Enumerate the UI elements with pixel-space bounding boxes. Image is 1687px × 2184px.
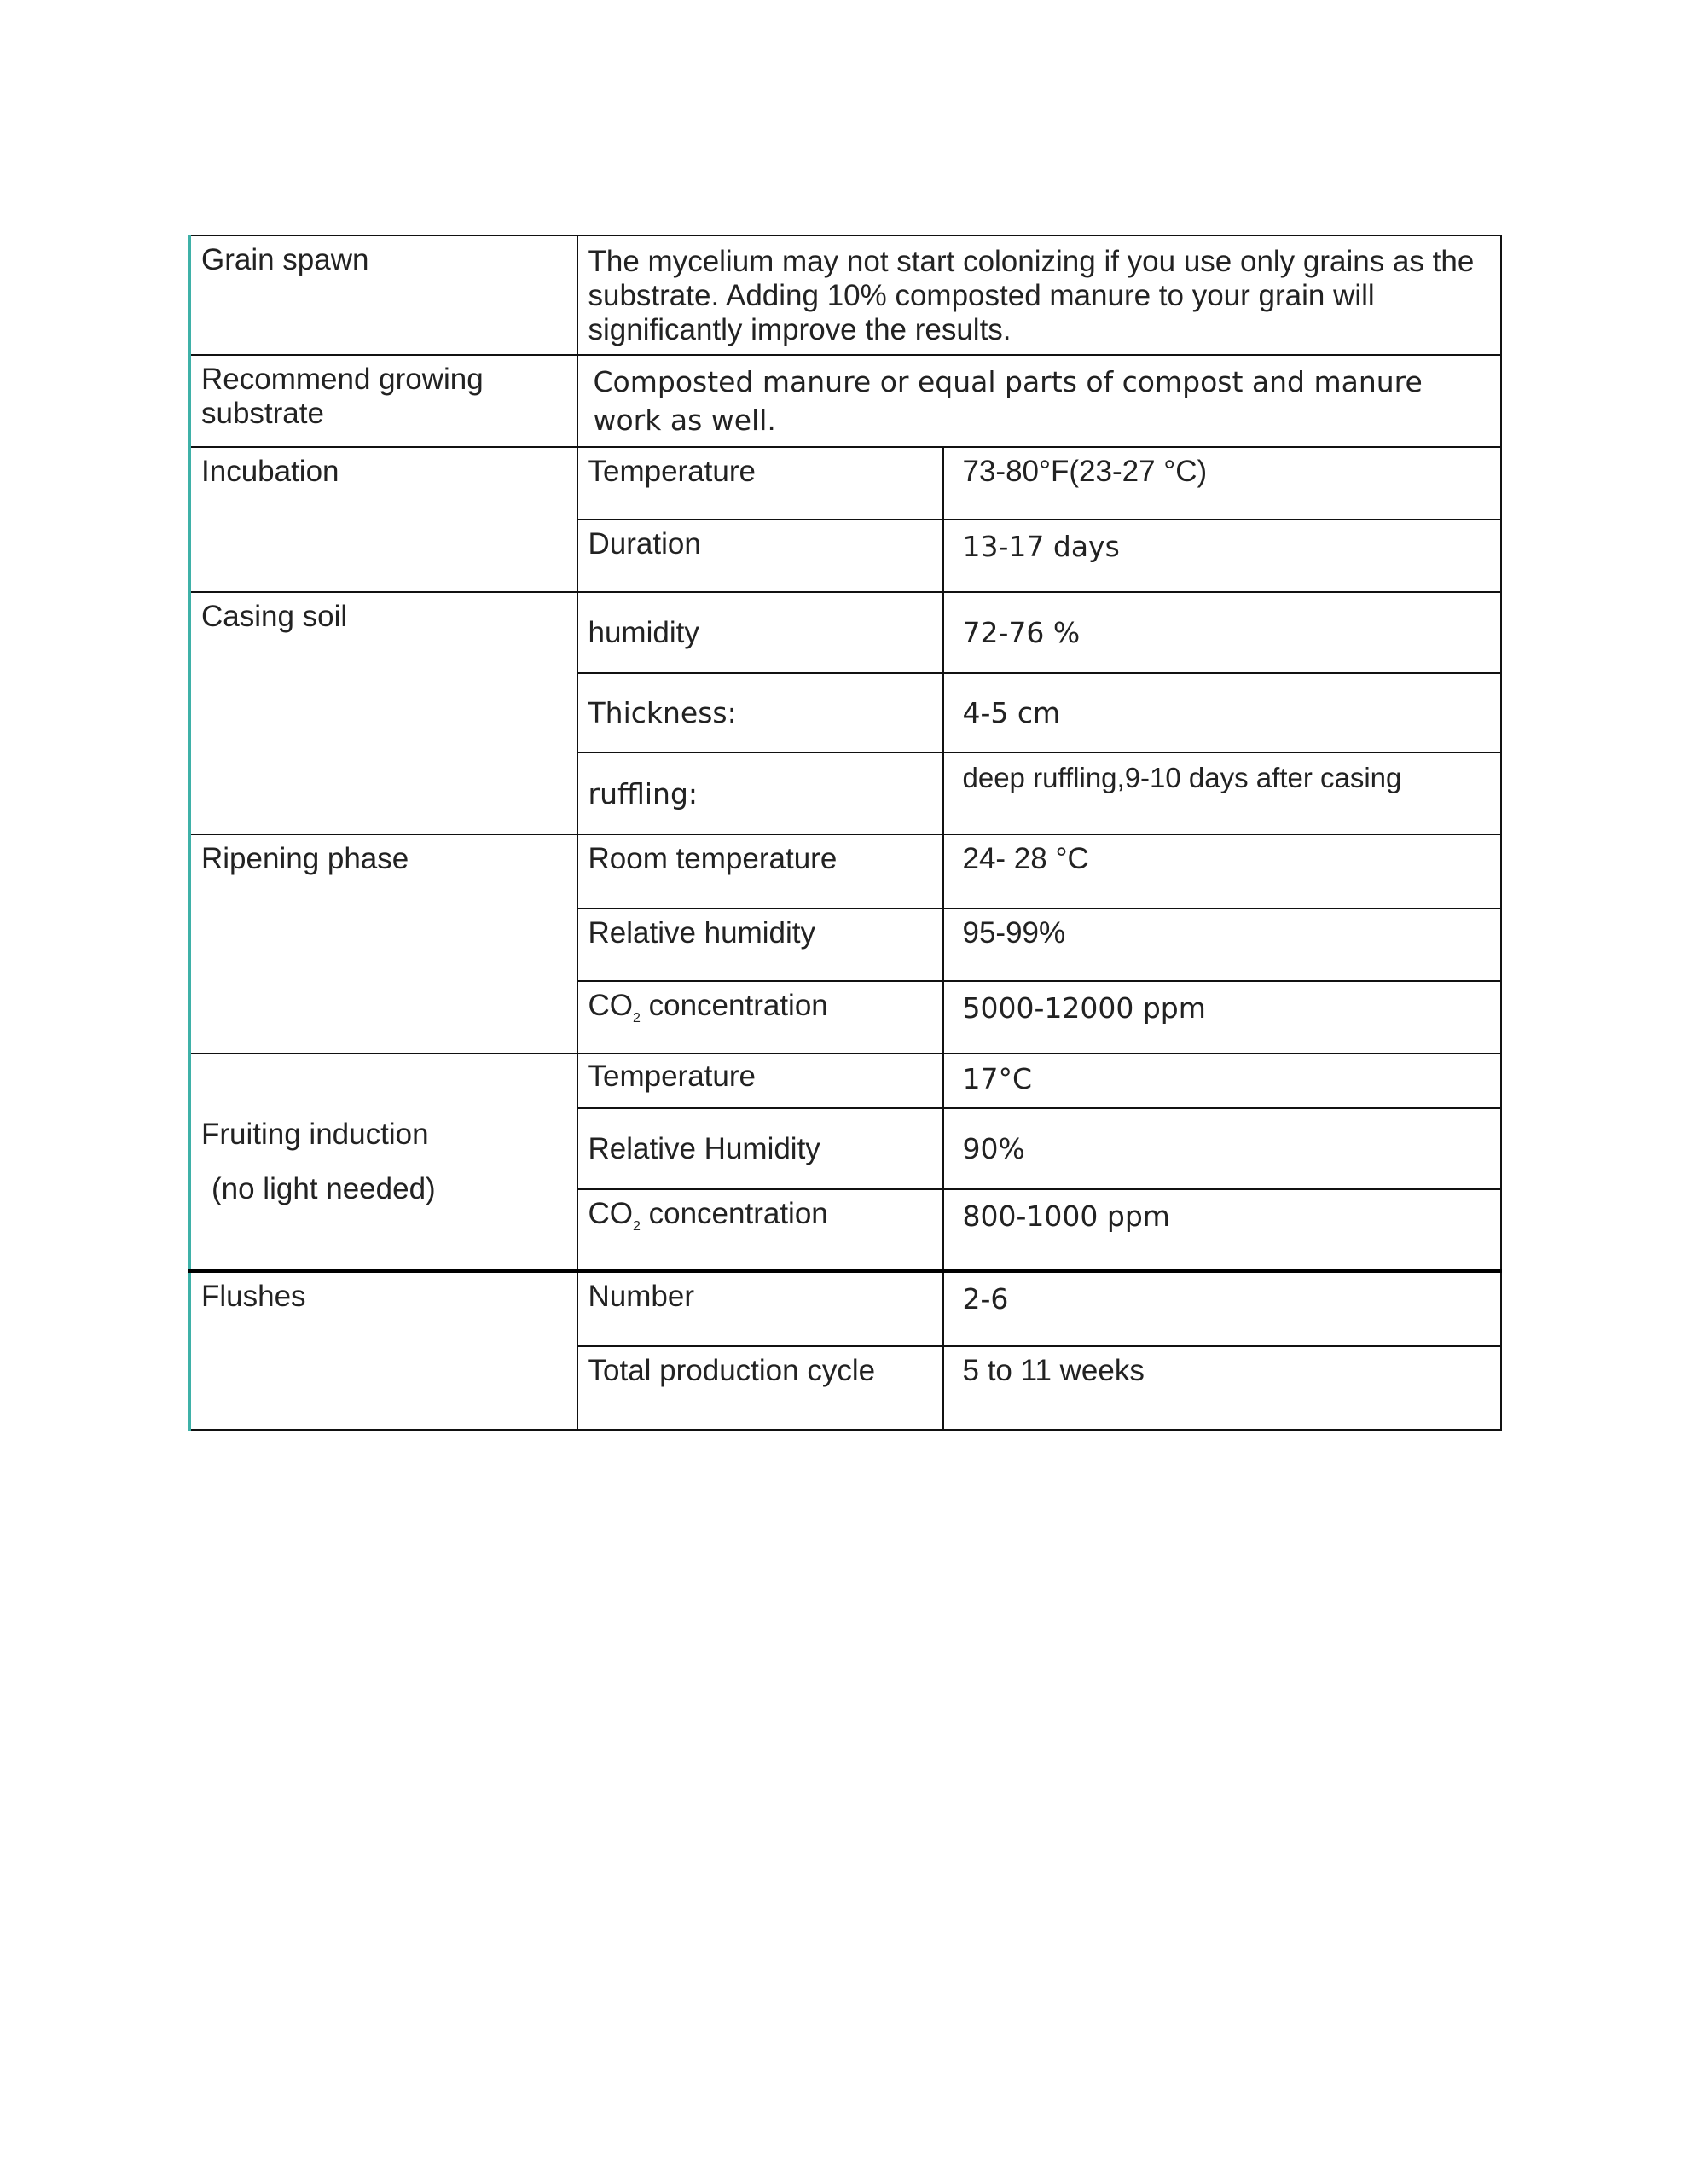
param-name: Number bbox=[576, 1270, 944, 1347]
param-name: Temperature bbox=[576, 446, 944, 520]
row-label: Flushes bbox=[188, 1270, 578, 1431]
param-value: 95-99% bbox=[942, 908, 1502, 982]
param-name: Duration bbox=[576, 519, 944, 593]
table-row: Casing soil humidity 72-76 % bbox=[188, 591, 1502, 835]
param-name: Thickness: bbox=[576, 672, 944, 753]
row-label: Casing soil bbox=[188, 591, 578, 835]
param-name: Total production cycle bbox=[576, 1345, 944, 1431]
row-label: Incubation bbox=[188, 446, 578, 593]
table-row: Fruiting induction (no light needed) Tem… bbox=[188, 1053, 1502, 1272]
table-row: Relative Humidity 90% bbox=[190, 1107, 1502, 1190]
table-row: Ripening phase Room temperature 24- 28 °… bbox=[188, 834, 1502, 1054]
param-name: ruffling: bbox=[576, 752, 944, 835]
param-value: 5000-12000 ppm bbox=[942, 980, 1502, 1054]
param-value: 17°C bbox=[942, 1053, 1502, 1109]
param-name: CO2 concentration bbox=[576, 980, 944, 1054]
table-row: Relative humidity 95-99% bbox=[190, 908, 1502, 982]
param-name: Temperature bbox=[576, 1053, 944, 1109]
table-row: CO2 concentration 800-1000 ppm bbox=[190, 1188, 1502, 1272]
table-row: Recommend growing substrate Composted ma… bbox=[188, 354, 1502, 448]
cultivation-table: Grain spawn The mycelium may not start c… bbox=[188, 235, 1502, 1431]
row-label: Ripening phase bbox=[188, 834, 578, 1054]
table-row: Total production cycle 5 to 11 weeks bbox=[190, 1345, 1502, 1431]
param-name: humidity bbox=[576, 591, 944, 674]
row-label: Fruiting induction (no light needed) bbox=[188, 1053, 578, 1272]
row-text: Composted manure or equal parts of compo… bbox=[576, 354, 1502, 448]
param-value: 24- 28 °C bbox=[942, 834, 1502, 909]
param-value: 13-17 days bbox=[942, 519, 1502, 593]
table-row: Grain spawn The mycelium may not start c… bbox=[188, 235, 1502, 356]
param-value: 800-1000 ppm bbox=[942, 1188, 1502, 1272]
param-value: 2-6 bbox=[942, 1270, 1502, 1347]
row-label: Grain spawn bbox=[188, 235, 578, 356]
table-row: Flushes Number 2-6 bbox=[188, 1270, 1502, 1431]
param-value: 72-76 % bbox=[942, 591, 1502, 674]
param-value: 73-80°F(23-27 °C) bbox=[942, 446, 1502, 520]
row-text: The mycelium may not start colonizing if… bbox=[576, 235, 1502, 356]
table-row: Duration 13-17 days bbox=[190, 519, 1502, 593]
table-row: Incubation Temperature 73-80°F(23-27 °C) bbox=[188, 446, 1502, 593]
table-row: CO2 concentration 5000-12000 ppm bbox=[190, 980, 1502, 1054]
param-value: 90% bbox=[942, 1107, 1502, 1190]
param-value: deep ruffling,9-10 days after casing bbox=[942, 752, 1502, 835]
table-row: ruffling: deep ruffling,9-10 days after … bbox=[190, 752, 1502, 835]
param-name: Relative humidity bbox=[576, 908, 944, 982]
param-value: 4-5 cm bbox=[942, 672, 1502, 753]
row-label: Recommend growing substrate bbox=[188, 354, 578, 448]
param-value: 5 to 11 weeks bbox=[942, 1345, 1502, 1431]
param-name: Relative Humidity bbox=[576, 1107, 944, 1190]
param-name: CO2 concentration bbox=[576, 1188, 944, 1272]
table-row: Thickness: 4-5 cm bbox=[190, 672, 1502, 753]
param-name: Room temperature bbox=[576, 834, 944, 909]
